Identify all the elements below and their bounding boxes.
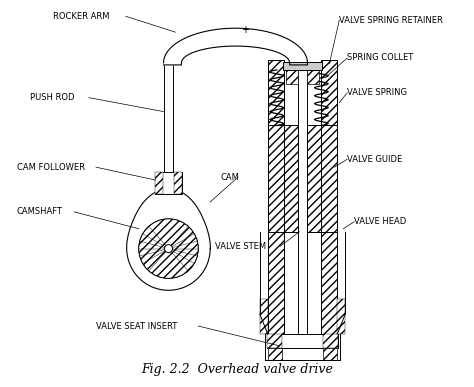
Bar (174, 172, 182, 194)
Bar (321, 62, 337, 125)
Bar (164, 61, 173, 172)
Bar (323, 334, 338, 348)
Bar (308, 125, 321, 232)
Bar (337, 299, 345, 334)
Text: SPRING COLLET: SPRING COLLET (347, 53, 413, 62)
Bar (298, 70, 308, 334)
Bar (268, 348, 282, 360)
Text: +: + (241, 25, 249, 35)
Bar (283, 125, 298, 232)
Text: VALVE HEAD: VALVE HEAD (354, 217, 406, 226)
Bar (268, 60, 283, 334)
Polygon shape (127, 189, 210, 290)
Text: CAMSHAFT: CAMSHAFT (17, 207, 63, 216)
Bar (283, 62, 322, 70)
Bar (267, 334, 338, 348)
Bar (308, 70, 319, 84)
Bar (268, 62, 283, 125)
Text: ROCKER ARM: ROCKER ARM (54, 12, 110, 21)
Bar (286, 70, 298, 84)
Bar (260, 299, 268, 334)
Text: VALVE SEAT INSERT: VALVE SEAT INSERT (96, 322, 177, 330)
Bar (155, 172, 163, 194)
Text: CAM FOLLOWER: CAM FOLLOWER (17, 163, 84, 172)
Text: VALVE SPRING: VALVE SPRING (347, 88, 407, 97)
Circle shape (164, 245, 173, 253)
Circle shape (139, 219, 198, 278)
Text: PUSH ROD: PUSH ROD (29, 93, 74, 102)
Text: Fig. 2.2  Overhead valve drive: Fig. 2.2 Overhead valve drive (141, 363, 333, 376)
Bar (321, 60, 337, 334)
Text: CAM: CAM (220, 173, 239, 182)
Bar (155, 172, 182, 194)
Text: VALVE GUIDE: VALVE GUIDE (347, 155, 402, 164)
Text: VALVE STEM: VALVE STEM (215, 242, 266, 251)
Bar (267, 334, 282, 348)
Polygon shape (164, 28, 308, 65)
Text: VALVE SPRING RETAINER: VALVE SPRING RETAINER (339, 16, 443, 25)
Bar (323, 348, 337, 360)
